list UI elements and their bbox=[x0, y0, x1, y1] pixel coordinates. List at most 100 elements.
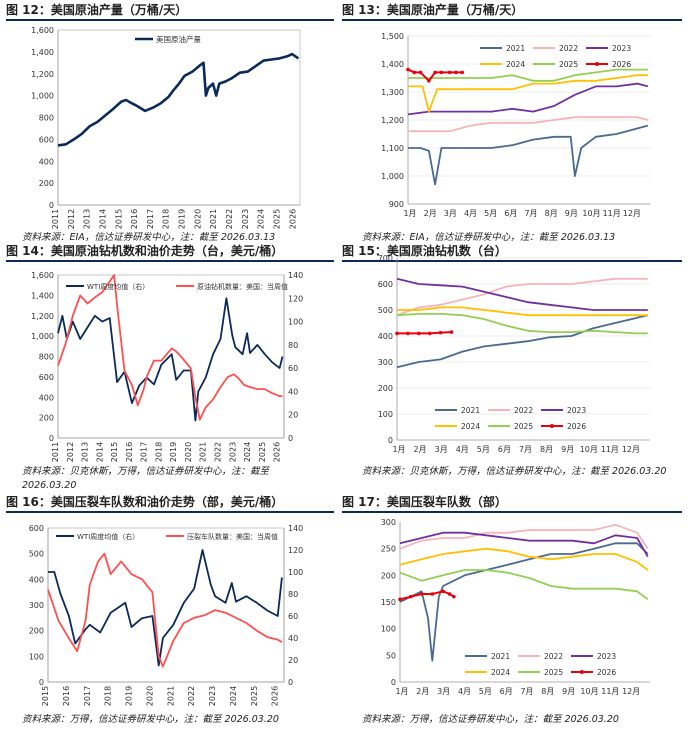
x-tick-label: 10月 bbox=[582, 209, 600, 218]
series-line bbox=[399, 569, 649, 601]
series-point bbox=[408, 594, 413, 599]
series-line bbox=[399, 590, 455, 601]
source-note: 资料来源：贝克休斯，万得，信达证券研发中心，注：截至 2026.03.20 bbox=[362, 466, 667, 477]
y-tick-label: 200 bbox=[378, 384, 393, 393]
y-tick-label: 0 bbox=[391, 678, 396, 687]
x-tick-label: 2015 bbox=[41, 686, 50, 706]
y2-tick-label: 40 bbox=[288, 387, 298, 396]
x-tick-label: 2025 bbox=[258, 442, 267, 462]
series-point bbox=[454, 70, 458, 75]
x-tick-label: 2018 bbox=[162, 209, 171, 229]
legend-label: 2021 bbox=[491, 652, 510, 661]
x-tick-label: 2018 bbox=[154, 442, 163, 462]
legend-label: WTI周度均值（右） bbox=[77, 532, 139, 541]
x-tick-label: 2021 bbox=[199, 442, 208, 462]
series-line bbox=[408, 116, 649, 133]
title-rule bbox=[6, 19, 334, 21]
series-line bbox=[399, 542, 649, 662]
x-tick-label: 4月 bbox=[458, 687, 471, 696]
x-tick-label: 2021 bbox=[166, 686, 175, 706]
y-tick-label: 50 bbox=[386, 651, 396, 660]
y-tick-label: 1,500 bbox=[381, 32, 404, 41]
x-tick-label: 12月 bbox=[622, 687, 640, 696]
y-tick-label: 600 bbox=[29, 524, 44, 533]
x-tick-label: 2月 bbox=[424, 209, 437, 218]
source-note: 资料来源：万得，信达证券研发中心，注：截至 2026.03.20 bbox=[22, 714, 279, 725]
x-tick-label: 9月 bbox=[565, 209, 578, 218]
x-tick-label: 8月 bbox=[540, 445, 553, 454]
x-tick-label: 11月 bbox=[603, 209, 621, 218]
y-tick-label: 1,200 bbox=[381, 116, 404, 125]
source-note: 资料来源：EIA，信达证券研发中心，注：截至 2026.03.13 bbox=[22, 232, 276, 243]
x-tick-label: 2019 bbox=[178, 209, 187, 229]
legend-label: 2025 bbox=[544, 668, 563, 677]
x-tick-label: 2024 bbox=[257, 209, 266, 229]
title-rule bbox=[6, 260, 334, 262]
x-tick-label: 2012 bbox=[67, 209, 76, 229]
chart-title: 图 15：美国原油钻机数（台） bbox=[342, 244, 507, 258]
x-tick-label: 2021 bbox=[209, 209, 218, 229]
x-tick-label: 12月 bbox=[622, 445, 640, 454]
legend-label: 压裂车队数量：美国：当周值 bbox=[187, 532, 278, 541]
series-line bbox=[397, 331, 452, 335]
series-line bbox=[408, 124, 649, 186]
y-tick-label: 1,400 bbox=[31, 48, 54, 57]
x-tick-label: 2025 bbox=[250, 686, 259, 706]
x-tick-label: 2020 bbox=[145, 686, 154, 706]
x-tick-label: 2023 bbox=[208, 686, 217, 706]
x-tick-label: 2022 bbox=[225, 209, 234, 229]
x-tick-label: 10月 bbox=[580, 445, 598, 454]
x-tick-label: 5月 bbox=[477, 445, 490, 454]
title-rule bbox=[342, 511, 682, 513]
y-tick-label: 200 bbox=[29, 627, 44, 636]
legend-label: 2023 bbox=[597, 652, 616, 661]
y2-tick-label: 0 bbox=[288, 434, 293, 443]
y-tick-label: 1,300 bbox=[381, 88, 404, 97]
series-line bbox=[396, 312, 648, 335]
x-tick-label: 2023 bbox=[241, 209, 250, 229]
x-tick-label: 2019 bbox=[169, 442, 178, 462]
legend-label: 2021 bbox=[461, 406, 480, 415]
y-tick-label: 700 bbox=[378, 254, 393, 263]
series-point bbox=[447, 70, 452, 75]
x-tick-label: 5月 bbox=[484, 209, 497, 218]
x-tick-label: 7月 bbox=[520, 687, 533, 696]
legend-label: 2026 bbox=[597, 668, 616, 677]
legend-label: 2023 bbox=[612, 44, 631, 53]
legend-marker bbox=[550, 424, 554, 428]
series-line bbox=[399, 531, 649, 558]
x-tick-label: 2月 bbox=[416, 687, 429, 696]
legend-marker bbox=[580, 670, 584, 674]
y-tick-label: 200 bbox=[381, 571, 396, 580]
x-tick-label: 4月 bbox=[464, 209, 477, 218]
series-point bbox=[412, 70, 417, 75]
series-point bbox=[460, 70, 465, 75]
y-tick-label: 500 bbox=[378, 306, 393, 315]
x-tick-label: 2014 bbox=[95, 442, 104, 462]
x-tick-label: 11月 bbox=[601, 445, 619, 454]
y-tick-label: 900 bbox=[389, 200, 404, 209]
x-tick-label: 2017 bbox=[140, 442, 149, 462]
y-tick-label: 800 bbox=[39, 114, 54, 123]
x-tick-label: 2011 bbox=[51, 442, 60, 462]
y2-tick-label: 140 bbox=[288, 524, 303, 533]
series-point bbox=[433, 70, 437, 75]
y2-tick-label: 20 bbox=[288, 411, 298, 420]
series-line bbox=[57, 274, 283, 421]
series-point bbox=[395, 331, 399, 336]
x-tick-label: 2024 bbox=[243, 442, 252, 462]
series-point bbox=[439, 70, 444, 75]
x-tick-label: 2020 bbox=[184, 442, 193, 462]
legend-label: 2022 bbox=[544, 652, 563, 661]
y-tick-label: 100 bbox=[29, 652, 44, 661]
series-line bbox=[408, 74, 648, 113]
legend-label: 2022 bbox=[559, 44, 578, 53]
x-tick-label: 1月 bbox=[395, 687, 408, 696]
x-tick-label: 8月 bbox=[545, 209, 558, 218]
y-tick-label: 400 bbox=[39, 393, 54, 402]
x-tick-label: 2026 bbox=[273, 442, 282, 462]
legend-marker bbox=[595, 62, 599, 66]
x-tick-label: 1月 bbox=[403, 209, 416, 218]
x-tick-label: 2024 bbox=[229, 686, 238, 706]
